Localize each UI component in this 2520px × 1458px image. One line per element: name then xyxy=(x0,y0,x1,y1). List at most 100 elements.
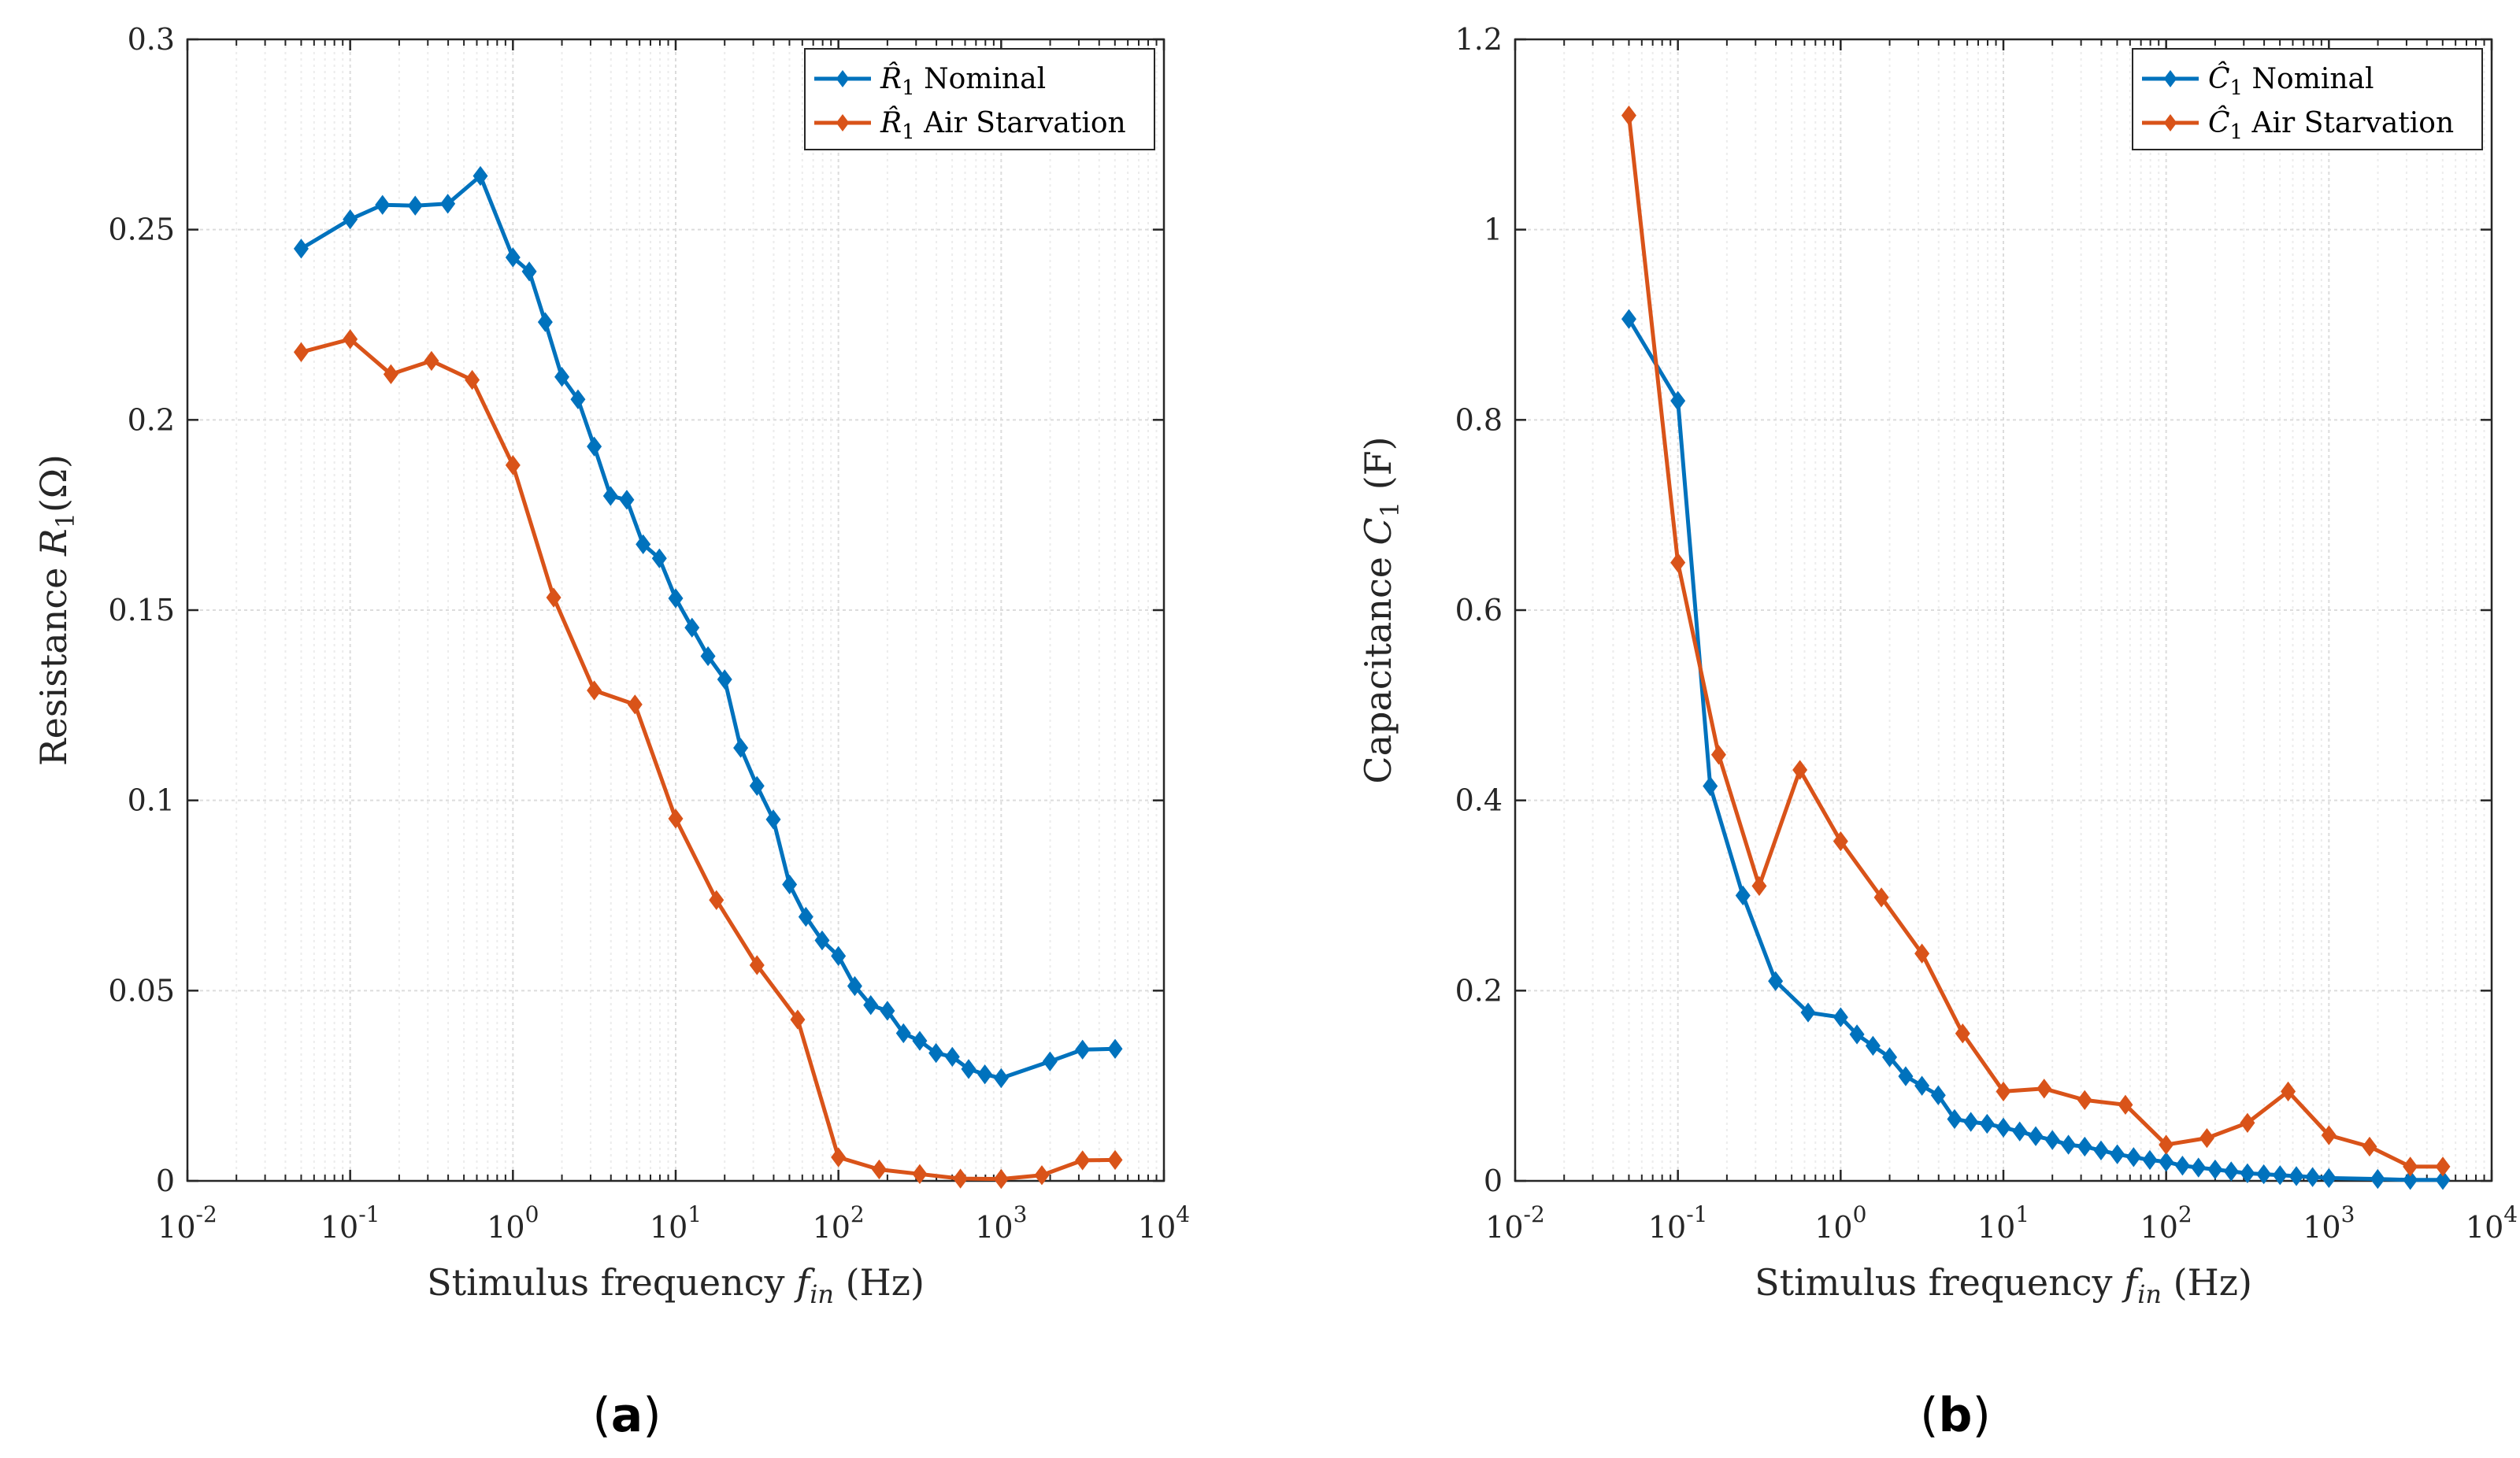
data-point xyxy=(1670,390,1686,411)
data-point xyxy=(2028,1126,2044,1146)
data-point xyxy=(546,587,561,608)
legend-entry: Ĉ1 Air Starvation xyxy=(2208,106,2454,144)
data-point xyxy=(1873,887,1889,908)
panel-label-a: (a) xyxy=(592,1388,661,1443)
y-tick-label: 0.3 xyxy=(128,22,175,57)
data-point xyxy=(1751,875,1767,897)
legend-entry: Ĉ1 Nominal xyxy=(2208,62,2374,100)
x-tick-label: 103 xyxy=(2303,1201,2355,1245)
data-point xyxy=(668,809,684,829)
data-point xyxy=(343,209,358,230)
data-point xyxy=(2012,1121,2028,1142)
data-point xyxy=(1898,1066,1914,1086)
data-point xyxy=(537,312,553,332)
data-point xyxy=(2435,1156,2451,1177)
data-point xyxy=(2240,1112,2255,1133)
data-point xyxy=(2321,1125,2337,1145)
y-tick-label: 0 xyxy=(156,1164,175,1198)
data-point xyxy=(2199,1127,2214,1149)
chart-capacitance: 10-2 10-1 100 101 102 103 104 0 0.2 0.4 0.6 0.8 1 1.2… xyxy=(1357,22,2518,1309)
data-point xyxy=(1075,1039,1091,1060)
series-1 xyxy=(1621,105,2451,1177)
data-point xyxy=(383,364,398,384)
data-point xyxy=(953,1168,969,1189)
legend-entry: R̂1 Air Starvation xyxy=(880,105,1126,144)
data-point xyxy=(651,548,667,568)
data-point xyxy=(912,1031,928,1051)
y-tick-label: 0.1 xyxy=(128,783,175,818)
data-point xyxy=(790,1009,806,1030)
x-tick-label: 10-1 xyxy=(321,1201,380,1245)
data-point xyxy=(2321,1168,2337,1189)
legend-box xyxy=(804,48,1155,150)
y-tick-label: 0.4 xyxy=(1455,783,1503,818)
chart-resistance: 10-2 10-1 100 101 102 103 104 0 0.05 0.1 0.15 0.2 0.… xyxy=(32,22,1190,1309)
data-point xyxy=(2125,1147,2141,1168)
data-point xyxy=(1107,1038,1123,1059)
y-tick-label: 1 xyxy=(1484,213,1503,247)
data-point xyxy=(627,694,643,715)
data-point xyxy=(717,669,732,690)
panel-label-b: (b) xyxy=(1920,1388,1991,1443)
data-point xyxy=(505,247,521,268)
data-point xyxy=(1930,1085,1946,1105)
legend-marker xyxy=(2163,114,2177,131)
data-point xyxy=(2281,1081,2296,1102)
data-point xyxy=(472,165,488,187)
grid xyxy=(187,39,1165,1182)
y-tick-label: 0 xyxy=(1484,1164,1503,1198)
data-point xyxy=(2036,1079,2052,1099)
data-point xyxy=(863,995,879,1016)
data-point xyxy=(749,955,765,975)
data-point xyxy=(1042,1051,1058,1071)
data-point xyxy=(2174,1156,2190,1176)
x-axis-label: Stimulus frequency fin (Hz) xyxy=(1755,1261,2252,1309)
data-point xyxy=(749,775,765,796)
data-point xyxy=(847,975,862,997)
data-point xyxy=(293,342,309,362)
data-point xyxy=(1955,1023,1970,1044)
data-point xyxy=(2240,1163,2255,1183)
data-point xyxy=(814,930,830,951)
data-point xyxy=(1914,943,1930,964)
data-point xyxy=(587,436,602,457)
data-point xyxy=(831,945,847,967)
data-point xyxy=(1075,1150,1091,1171)
x-tick-label: 100 xyxy=(487,1201,539,1245)
data-point xyxy=(993,1068,1009,1089)
data-point xyxy=(2403,1156,2418,1177)
data-point xyxy=(709,890,724,910)
x-tick-label: 10-2 xyxy=(158,1201,217,1245)
data-point xyxy=(1947,1108,1962,1130)
data-point xyxy=(1833,831,1848,852)
data-point xyxy=(798,906,813,927)
legend-marker xyxy=(836,114,850,131)
data-point xyxy=(2061,1134,2077,1155)
data-point xyxy=(1703,775,1718,797)
legend-marker xyxy=(2163,70,2177,87)
data-point xyxy=(2077,1090,2092,1110)
x-tick-label: 101 xyxy=(650,1201,702,1245)
data-point xyxy=(2110,1144,2125,1164)
legend-box xyxy=(2132,48,2483,150)
data-point xyxy=(831,1147,847,1168)
data-point xyxy=(1833,1007,1848,1027)
data-point xyxy=(684,617,700,638)
data-point xyxy=(961,1059,976,1079)
data-point xyxy=(2362,1136,2377,1157)
data-point xyxy=(465,369,480,390)
x-tick-label: 102 xyxy=(2140,1201,2192,1245)
data-point xyxy=(1849,1024,1865,1045)
data-point xyxy=(375,194,391,215)
data-point xyxy=(1996,1117,2011,1138)
data-point xyxy=(2288,1166,2304,1186)
series-line xyxy=(300,174,1116,1080)
y-tick-label: 0.2 xyxy=(1455,973,1503,1008)
data-point xyxy=(1800,1002,1816,1023)
legend: R̂1 Nominal R̂1 Air Starvation xyxy=(804,48,1155,150)
data-point xyxy=(2207,1159,2223,1180)
data-point xyxy=(782,874,798,895)
x-tick-label: 100 xyxy=(1814,1201,1866,1245)
data-point xyxy=(2272,1165,2288,1186)
y-tick-label: 0.8 xyxy=(1455,402,1503,437)
